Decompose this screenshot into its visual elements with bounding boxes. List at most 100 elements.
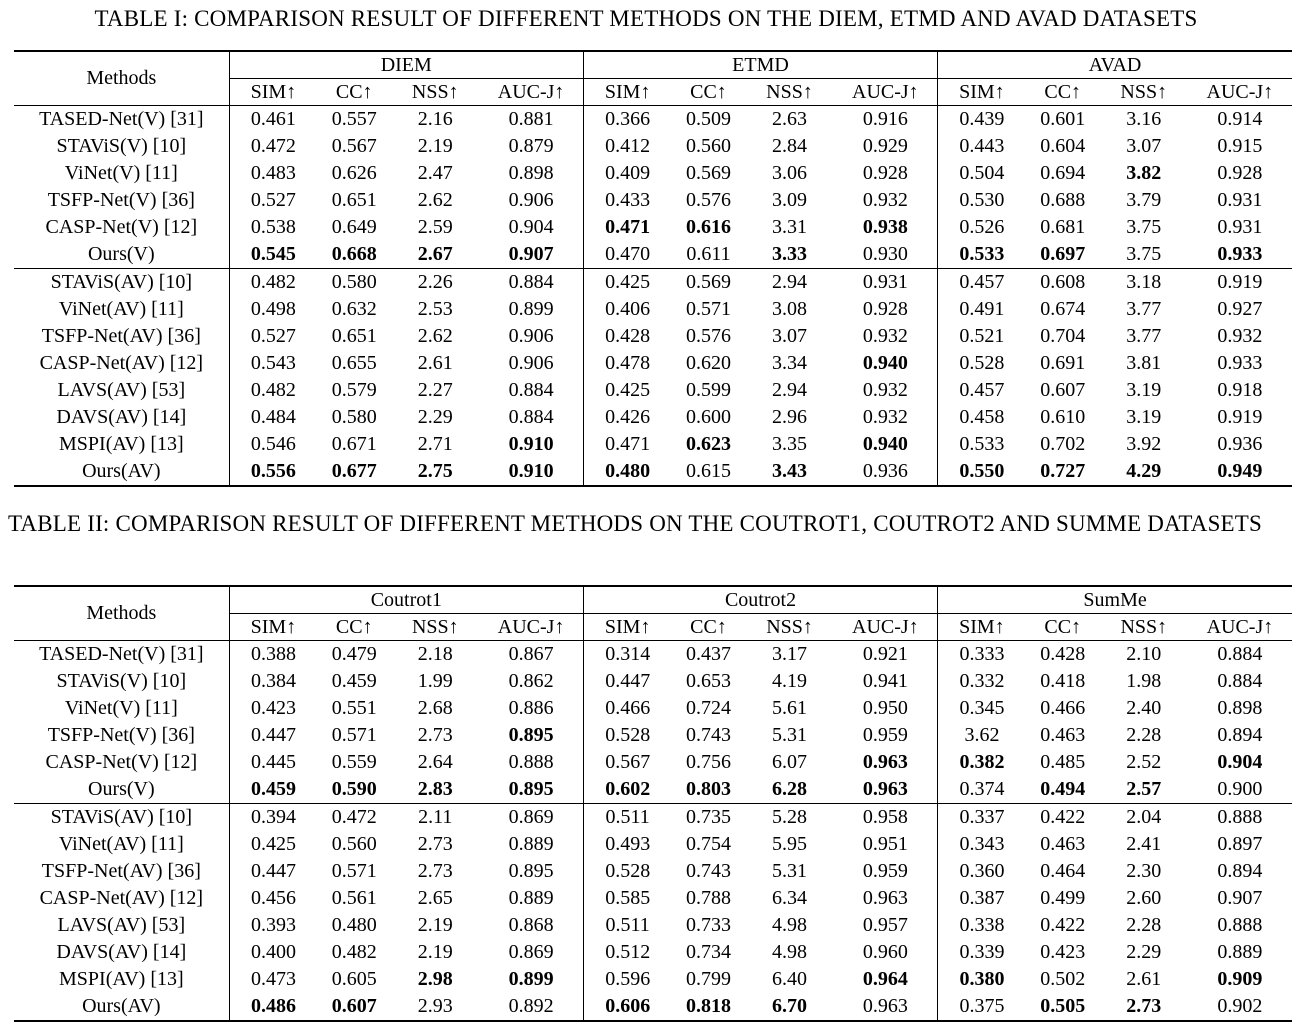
metric-value: 3.18 [1099,268,1188,296]
metric-value: 0.422 [1025,803,1100,831]
metric-value: 0.560 [331,833,377,855]
metric-value: 0.466 [1040,697,1086,719]
table-row: Ours(V) 0.459 0.590 2.83 0.895 0.602 0.803 6.28… [14,776,1292,804]
metric-header: NSS↑ [411,81,459,103]
metric-value: 0.314 [582,640,672,668]
method-name: TSFP-Net(V) [36] [47,724,195,746]
metric-value: 0.422 [1040,914,1086,936]
metric-value: 0.604 [1040,135,1086,157]
metric-value: 0.482 [331,941,377,963]
metric-value: 0.929 [862,135,908,157]
metric-value: 0.447 [228,722,318,749]
metric-value: 0.867 [479,640,584,668]
metric-value: 0.632 [331,298,377,320]
metric-value: 0.933 [1217,243,1263,265]
metric-value: 0.375 [937,993,1026,1022]
metric-value: 0.486 [228,993,318,1022]
metric-value: 0.649 [331,216,377,238]
table-row: DAVS(AV) [14] 0.400 0.482 2.19 0.869 0.512 0.7… [14,939,1292,966]
metric-value: 2.62 [417,189,453,211]
metric-value: 0.527 [228,323,318,350]
method-name: STAViS(AV) [10] [14,268,230,296]
metric-value: 0.560 [685,135,731,157]
metric-value: 0.338 [937,912,1026,939]
metric-value: 2.98 [417,968,453,990]
metric-header: AUC-J↑ [497,81,565,103]
metric-value: 0.799 [685,968,731,990]
method-name: TSFP-Net(AV) [36] [41,860,201,882]
metric-value: 0.461 [228,105,318,133]
metric-value: 0.931 [1217,189,1263,211]
header-row-metrics: SIM↑ CC↑ NSS↑ AUC-J↑ SIM↑ CC↑ NSS↑ AUC-J↑ SIM↑ CC… [14,613,1292,641]
metric-value: 3.77 [1126,298,1162,320]
metric-value: 0.900 [1217,778,1263,800]
metric-value: 0.958 [833,803,938,831]
metric-value: 1.99 [417,670,453,692]
metric-value: 5.31 [772,724,808,746]
metric-value: 0.904 [508,216,554,238]
metric-value: 0.509 [671,105,746,133]
table2: Methods Coutrot1 Coutrot2 SumMe SIM↑ CC↑ NSS↑ A… [14,585,1292,1022]
table-row: CASP-Net(AV) [12] 0.543 0.655 2.61 0.906 0.47… [14,350,1292,377]
metric-value: 0.868 [508,914,554,936]
metric-value: 3.31 [772,216,807,238]
table-row: Ours(AV) 0.486 0.607 2.93 0.892 0.606 0.818 6.7… [14,993,1292,1022]
metric-value: 0.957 [862,914,908,936]
metric-value: 4.19 [772,670,808,692]
metric-value: 3.43 [745,458,834,487]
metric-value: 0.884 [1187,640,1292,668]
table-row: TSFP-Net(V) [36] 0.447 0.571 2.73 0.895 0.528… [14,722,1292,749]
metric-value: 3.07 [772,325,807,347]
metric-value: 0.936 [1217,433,1263,455]
metric-value: 6.40 [772,968,808,990]
metric-value: 3.34 [772,352,807,374]
metric-value: 0.428 [1025,640,1100,668]
method-name: CASP-Net(AV) [12] [39,352,204,374]
metric-value: 2.19 [417,914,453,936]
metric-value: 0.478 [582,350,672,377]
metric-value: 0.928 [1217,162,1263,184]
metric-value: 0.343 [937,831,1026,858]
metric-value: 0.915 [1217,135,1263,157]
metric-value: 0.470 [582,241,672,269]
table-row: STAViS(AV) [10] 0.394 0.472 2.11 0.869 0.511 0… [14,803,1292,831]
metric-value: 0.677 [317,458,392,487]
method-name: Ours(AV) [14,458,230,487]
method-name: ViNet(AV) [11] [58,833,184,855]
metric-value: 0.889 [508,887,554,909]
method-name: TASED-Net(V) [31] [14,105,230,133]
metric-value: 2.26 [391,268,480,296]
metric-value: 0.963 [862,751,908,773]
table-row: CASP-Net(V) [12] 0.445 0.559 2.64 0.888 0.567… [14,749,1292,776]
metric-value: 0.557 [317,105,392,133]
metric-value: 0.681 [1040,216,1086,238]
metric-value: 6.34 [772,887,808,909]
metric-value: 0.428 [582,323,672,350]
metric-value: 0.527 [228,187,318,214]
metric-value: 0.884 [508,379,554,401]
metric-value: 0.483 [228,160,318,187]
metric-value: 0.459 [228,776,318,804]
group-header: AVAD [937,50,1292,79]
metric-value: 0.571 [331,724,377,746]
metric-value: 2.27 [417,379,453,401]
metric-value: 0.668 [331,243,377,265]
metric-value: 0.964 [862,968,908,990]
metric-value: 0.756 [685,751,731,773]
metric-value: 0.906 [508,325,554,347]
metric-value: 2.47 [417,162,453,184]
metric-value: 2.41 [1126,833,1162,855]
metric-value: 0.418 [1040,670,1086,692]
metric-value: 0.551 [331,697,377,719]
metric-value: 0.879 [508,135,554,157]
metric-value: 0.743 [685,860,731,882]
metric-value: 3.33 [772,243,807,265]
metric-value: 0.889 [1217,941,1263,963]
metric-value: 0.443 [937,133,1026,160]
metric-value: 0.332 [937,668,1026,695]
metric-value: 0.423 [228,695,318,722]
method-name: DAVS(AV) [14] [56,406,187,428]
method-name: TASED-Net(V) [31] [14,640,230,668]
metric-value: 0.425 [228,831,318,858]
metric-value: 0.457 [937,377,1026,404]
